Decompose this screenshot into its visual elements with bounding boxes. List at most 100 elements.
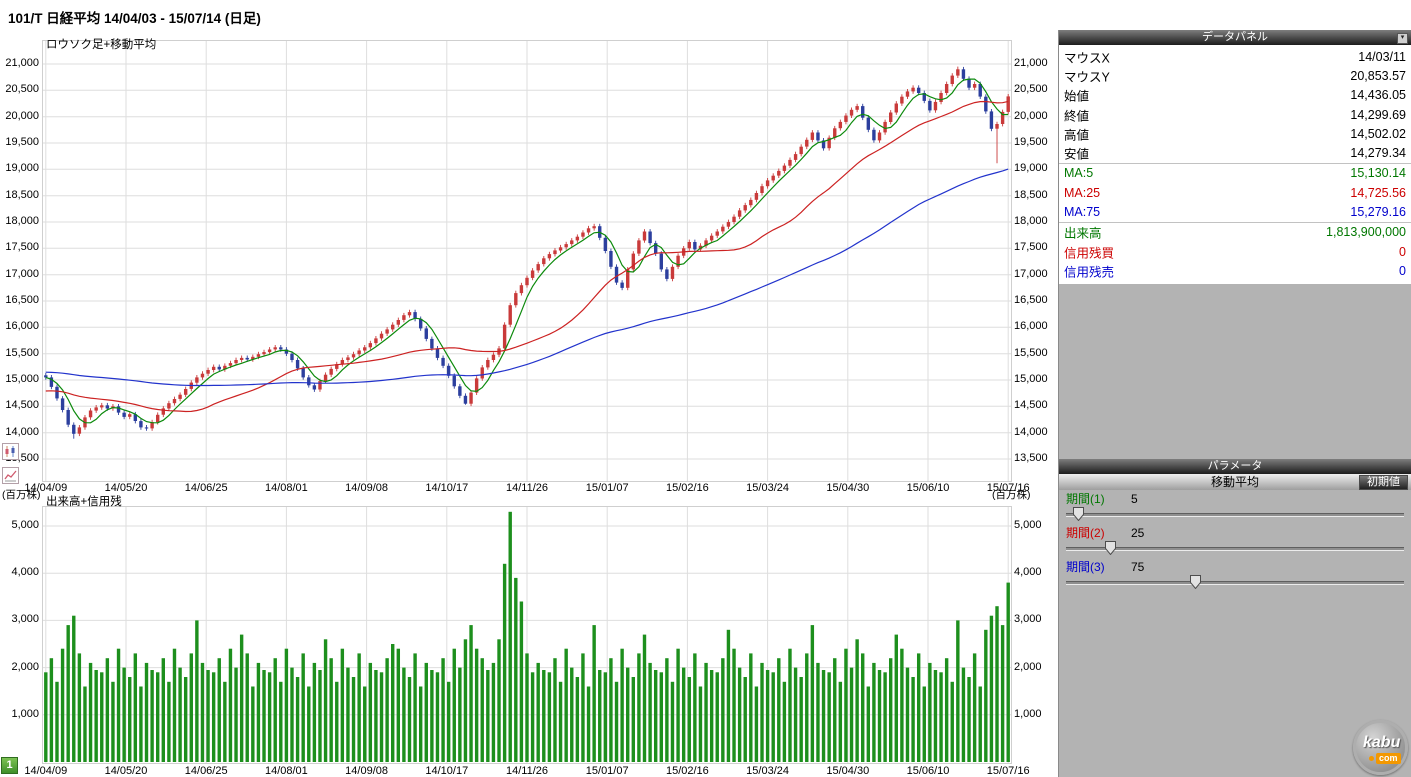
data-panel-row-label: 安値 [1064,147,1090,162]
period-value-2: 25 [1131,526,1145,540]
logo-kabu-text: kabu [1363,734,1401,751]
volume-plot-area[interactable] [42,506,1012,764]
data-panel-header: データパネル [1059,30,1411,45]
period-slider-thumb-2[interactable] [1105,541,1117,556]
period-value-1: 5 [1131,492,1138,506]
right-panel: データパネル ▾ マウスX 14/03/11 マウスY 20,853.57 始値 14,4… [1058,30,1411,777]
x-axis-label: 15/07/16 [986,482,1030,494]
x-axis-label: 14/09/08 [345,765,389,777]
volume-chart[interactable]: (百万株) 出来高+信用残 (百万株) 5,000 5,000 4,000 4,000… [0,489,1056,777]
x-axis-label: 14/09/08 [345,482,389,494]
volume-chart-label: 出来高+信用残 [46,496,122,508]
parameter-rows: 期間(1) 5 期間(2) 25 期間(3) 75 [1059,492,1411,612]
y-axis-label-left: 17,500 [5,241,39,254]
data-panel-row-value: 0 [1399,244,1406,259]
price-chart[interactable]: ロウソク足+移動平均 21,000 21,000 20,500 20,500 20,00… [0,30,1056,494]
y-axis-label-left: 17,000 [5,267,39,280]
logo-com-text: com [1376,753,1401,764]
data-panel-row-label: 信用残買 [1064,246,1115,261]
datapanel-menu-icon[interactable]: ▾ [1397,33,1408,44]
period-slider-3[interactable] [1066,581,1404,585]
logo-dot [1369,756,1374,761]
x-axis-label: 15/04/30 [826,765,870,777]
parameter-panel-header: パラメータ [1059,459,1411,474]
y-axis-label-right: 15,000 [1014,373,1048,385]
chart-style-line-icon[interactable] [2,467,19,484]
data-panel-row: 終値 14,299.69 [1059,105,1411,124]
data-panel-row-value: 14,436.05 [1350,88,1406,103]
data-panel-row-label: 出来高 [1064,226,1102,241]
y-axis-label-right: 14,500 [1014,399,1048,412]
data-panel-row-label: マウスX [1064,51,1110,66]
data-panel-row: マウスY 20,853.57 [1059,66,1411,85]
y-axis-label-right: 15,500 [1014,346,1048,359]
row-divider [1059,221,1411,223]
y-axis-label-left: 19,000 [5,162,39,175]
y-axis-label-right: 20,000 [1014,109,1048,122]
y-axis-label-right: 1,000 [1014,707,1042,720]
data-panel-row: 高値 14,502.02 [1059,124,1411,143]
y-axis-label-left: 19,500 [5,136,39,148]
kabucom-logo: kabu com [1353,720,1408,775]
period-slider-1[interactable] [1066,513,1404,517]
data-panel-row-label: MA:75 [1064,205,1101,220]
candlestick-plot[interactable] [43,41,1011,486]
data-panel-row-label: 始値 [1064,89,1090,104]
y-axis-label-left: 15,500 [5,346,39,359]
data-panel-row: マウスX 14/03/11 [1059,47,1411,66]
data-panel-row-value: 14/03/11 [1358,49,1406,64]
volume-plot[interactable] [43,507,1011,768]
x-axis-label: 14/06/25 [184,482,228,494]
x-axis-label: 15/02/16 [665,482,709,494]
page-1-button[interactable]: 1 [1,757,18,774]
y-axis-label-left: 14,000 [5,425,39,438]
period-slider-thumb-1[interactable] [1072,507,1084,522]
y-axis-label-left: 2,000 [11,660,39,673]
data-panel-row: 安値 14,279.34 [1059,143,1411,162]
candlestick-svg [43,41,1011,481]
price-chart-label: ロウソク足+移動平均 [46,39,157,51]
data-panel-row-value: 14,279.34 [1350,146,1406,161]
period-slider-2[interactable] [1066,547,1404,551]
y-axis-label-left: 18,500 [5,188,39,201]
data-panel-row: MA:25 14,725.56 [1059,183,1411,202]
x-axis-label: 14/11/26 [505,765,549,777]
default-value-button[interactable]: 初期値 [1359,475,1408,490]
y-axis-label-right: 18,000 [1014,215,1048,227]
y-axis-label-right: 20,500 [1014,83,1048,96]
period-label-2: 期間(2) [1066,526,1105,540]
volume-unit-left: (百万株) [2,489,41,501]
period-label-3: 期間(3) [1066,560,1105,574]
y-axis-label-right: 5,000 [1014,519,1042,531]
y-axis-label-left: 16,500 [5,294,39,306]
price-plot-area[interactable] [42,40,1012,482]
data-panel-row-value: 15,130.14 [1350,166,1406,181]
data-panel-row-value: 0 [1399,263,1406,278]
data-panel-row: 信用残売 0 [1059,261,1411,280]
x-axis-label: 14/05/20 [104,482,148,494]
x-axis-label: 14/10/17 [425,482,469,494]
x-axis-label: 14/04/09 [24,482,68,494]
x-axis-label: 15/03/24 [746,482,790,494]
data-panel-row: MA:75 15,279.16 [1059,202,1411,221]
y-axis-label-right: 14,000 [1014,425,1048,438]
line-glyph [4,470,17,482]
period-slider-thumb-3[interactable] [1190,575,1202,590]
x-axis-label: 14/05/20 [104,765,148,777]
x-axis-label: 14/08/01 [264,482,308,494]
y-axis-label-right: 17,000 [1014,267,1048,280]
y-axis-label-right: 3,000 [1014,613,1042,626]
x-axis-label: 15/02/16 [665,765,709,777]
y-axis-label-right: 16,000 [1014,320,1048,333]
data-panel-row-label: MA:25 [1064,185,1101,200]
y-axis-label-left: 21,000 [5,57,39,69]
data-panel-row-label: 信用残売 [1064,265,1115,280]
y-axis-label-left: 3,000 [11,613,39,626]
y-axis-label-left: 5,000 [11,519,39,531]
x-axis-label: 15/03/24 [746,765,790,777]
period-value-3: 75 [1131,560,1145,574]
chart-style-candle-icon[interactable] [2,443,19,460]
x-axis-label: 14/11/26 [505,482,549,494]
data-panel-table: マウスX 14/03/11 マウスY 20,853.57 始値 14,436.05 終値 14… [1059,45,1411,284]
y-axis-label-left: 15,000 [5,373,39,385]
